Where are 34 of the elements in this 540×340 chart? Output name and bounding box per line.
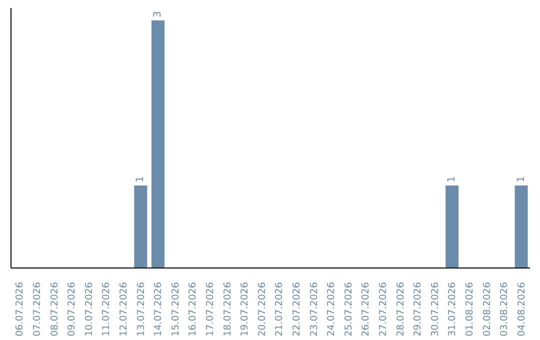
x-tick-label: 28.07.2026 bbox=[394, 282, 406, 336]
x-tick-label: 26.07.2026 bbox=[360, 282, 372, 336]
x-tick-label: 22.07.2026 bbox=[290, 282, 302, 336]
x-tick-label: 03.08.2026 bbox=[498, 282, 510, 336]
x-tick-label: 12.07.2026 bbox=[118, 282, 129, 336]
x-tick-label: 25.07.2026 bbox=[342, 282, 354, 336]
x-tick-label: 20.07.2026 bbox=[256, 282, 268, 336]
x-tick-label: 02.08.2026 bbox=[481, 282, 492, 336]
x-tick-label: 10.07.2026 bbox=[83, 282, 94, 336]
x-tick-label: 14.07.2026 bbox=[152, 282, 164, 336]
data-label: 1 bbox=[135, 176, 146, 182]
x-tick-label: 15.07.2026 bbox=[170, 282, 181, 336]
x-tick-label: 08.07.2026 bbox=[48, 282, 60, 336]
x-tick-label: 17.07.2026 bbox=[204, 282, 216, 336]
x-tick-label: 07.07.2026 bbox=[31, 282, 42, 336]
x-tick-label: 21.07.2026 bbox=[274, 282, 285, 336]
x-tick-label: 19.07.2026 bbox=[239, 282, 250, 336]
x-tick-label: 13.07.2026 bbox=[135, 282, 146, 336]
x-tick-label: 30.07.2026 bbox=[429, 282, 440, 336]
data-label: 1 bbox=[516, 176, 527, 182]
x-tick-label: 29.07.2026 bbox=[412, 282, 424, 336]
x-tick-label: 11.07.2026 bbox=[100, 282, 112, 336]
x-tick-label: 23.07.2026 bbox=[308, 282, 320, 336]
x-tick-label: 09.07.2026 bbox=[66, 282, 78, 336]
data-label: 3 bbox=[152, 11, 164, 18]
x-tick-label: 04.08.2026 bbox=[516, 282, 527, 336]
x-tick-label: 24.07.2026 bbox=[326, 282, 337, 336]
x-tick-label: 01.08.2026 bbox=[464, 282, 475, 336]
x-tick-label: 06.07.2026 bbox=[14, 282, 26, 336]
x-tick-label: 31.07.2026 bbox=[446, 282, 458, 336]
x-tick-label: 18.07.2026 bbox=[222, 282, 233, 336]
data-label: 1 bbox=[446, 176, 458, 182]
x-tick-label: 16.07.2026 bbox=[187, 282, 198, 336]
x-tick-label: 27.07.2026 bbox=[377, 282, 388, 336]
